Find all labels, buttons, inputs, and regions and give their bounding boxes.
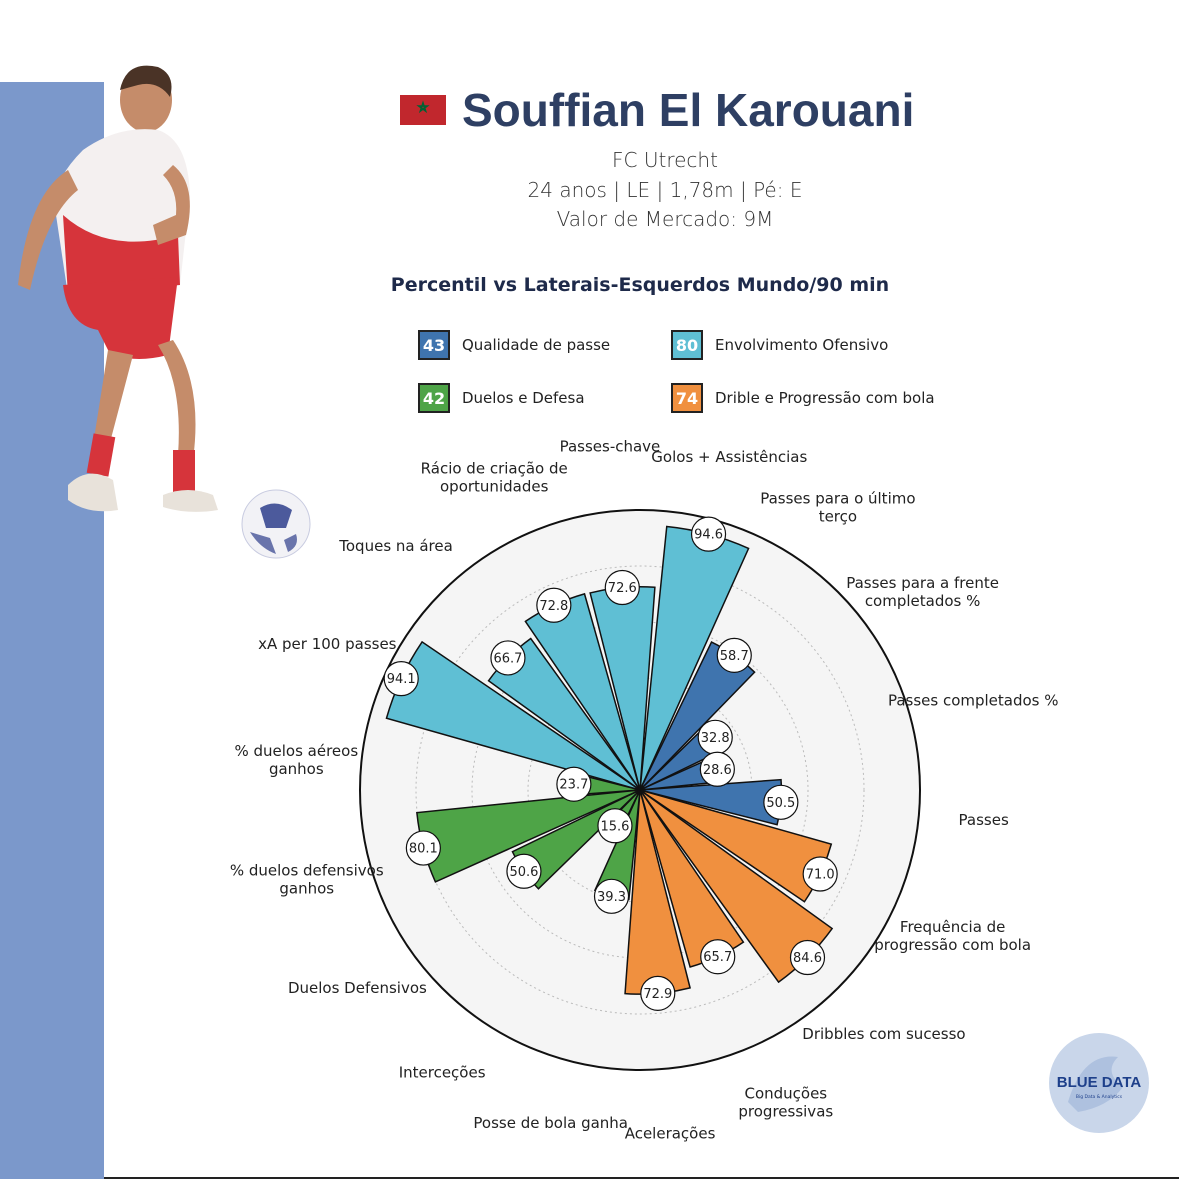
- legend-label: Qualidade de passe: [462, 336, 611, 354]
- value-label: 58.7: [720, 649, 749, 664]
- value-badge: [506, 853, 542, 889]
- category-label: Passes para o último terço: [760, 489, 915, 525]
- value-badge: [556, 766, 592, 802]
- category-label: Conduções progressivas: [738, 1085, 833, 1121]
- value-badge: [536, 587, 572, 623]
- category-label: Posse de bola ganha: [473, 1114, 628, 1132]
- player-details: 24 anos | LE | 1,78m | Pé: E: [527, 178, 803, 202]
- category-label: Frequência de progressão com bola: [874, 918, 1031, 954]
- legend-label: Drible e Progressão com bola: [715, 389, 935, 407]
- category-label: % duelos defensivos ganhos: [230, 861, 384, 897]
- value-label: 72.6: [608, 581, 637, 596]
- value-label: 28.6: [703, 763, 732, 778]
- legend-item-dribbling: 74 Drible e Progressão com bola: [671, 383, 935, 413]
- value-label: 84.6: [793, 951, 822, 966]
- legend-value: 42: [418, 383, 450, 413]
- value-label: 94.6: [694, 528, 723, 543]
- value-label: 80.1: [409, 842, 438, 857]
- market-value: Valor de Mercado: 9M: [556, 207, 774, 231]
- value-label: 72.8: [539, 599, 568, 614]
- value-badge: [802, 856, 838, 892]
- value-label: 39.3: [597, 890, 626, 905]
- legend-value: 43: [418, 330, 450, 360]
- value-label: 71.0: [806, 868, 835, 883]
- value-badge: [699, 751, 735, 787]
- value-badge: [789, 939, 826, 976]
- value-label: 50.5: [766, 796, 795, 811]
- legend-item-defending: 42 Duelos e Defesa: [418, 383, 585, 413]
- value-label: 32.8: [701, 731, 730, 746]
- value-label: 94.1: [387, 672, 416, 687]
- value-badge: [490, 640, 526, 676]
- category-label: Toques na área: [338, 537, 453, 555]
- legend-item-attacking: 80 Envolvimento Ofensivo: [671, 330, 888, 360]
- morocco-flag-icon: [400, 95, 446, 125]
- football-image: [241, 489, 311, 559]
- value-label: 15.6: [600, 819, 629, 834]
- legend-item-passing: 43 Qualidade de passe: [418, 330, 610, 360]
- category-label: Passes-chave: [560, 437, 661, 455]
- category-label: Passes completados %: [888, 692, 1059, 710]
- player-photo: [18, 65, 218, 512]
- legend-label: Envolvimento Ofensivo: [715, 336, 889, 354]
- title-row: Souffian El Karouani: [400, 80, 914, 140]
- value-label: 23.7: [559, 778, 588, 793]
- value-badge: [383, 661, 419, 697]
- value-badge: [604, 569, 640, 606]
- value-badge: [763, 784, 799, 820]
- value-badge: [716, 637, 752, 673]
- value-label: 50.6: [509, 865, 538, 880]
- category-label: Golos + Assistências: [651, 448, 807, 466]
- value-label: 66.7: [493, 651, 522, 666]
- value-label: 65.7: [703, 950, 732, 965]
- value-badge: [593, 878, 630, 914]
- category-label: Interceções: [399, 1064, 486, 1082]
- grid-ring: [415, 565, 865, 1015]
- category-label: xA per 100 passes: [258, 635, 397, 653]
- category-label: Passes para a frente completados %: [846, 574, 999, 610]
- value-badge: [700, 939, 736, 975]
- value-badge: [640, 975, 676, 1011]
- category-label: Dribbles com sucesso: [802, 1025, 965, 1043]
- logo-text: BLUE DATA: [1057, 1074, 1142, 1091]
- category-label: Passes: [959, 811, 1009, 829]
- chart-subtitle: Percentil vs Laterais-Esquerdos Mundo/90…: [390, 274, 890, 296]
- legend-value: 74: [671, 383, 703, 413]
- bottom-divider: [104, 1177, 1179, 1179]
- value-label: 72.9: [643, 987, 672, 1002]
- value-badge: [405, 830, 441, 866]
- club-name: FC Utrecht: [612, 148, 718, 172]
- category-label: Acelerações: [625, 1125, 716, 1143]
- player-name: Souffian El Karouani: [462, 84, 915, 136]
- value-badge: [690, 516, 727, 552]
- logo-tagline: Big Data & Analytics: [1076, 1094, 1123, 1100]
- value-badge: [597, 808, 633, 844]
- legend-label: Duelos e Defesa: [462, 389, 585, 407]
- category-label: Duelos Defensivos: [288, 979, 427, 997]
- blue-data-logo: BLUE DATA Big Data & Analytics: [1049, 1033, 1149, 1133]
- category-label: % duelos aéreos ganhos: [234, 742, 358, 778]
- legend-value: 80: [671, 330, 703, 360]
- category-label: Rácio de criação de oportunidades: [421, 459, 568, 495]
